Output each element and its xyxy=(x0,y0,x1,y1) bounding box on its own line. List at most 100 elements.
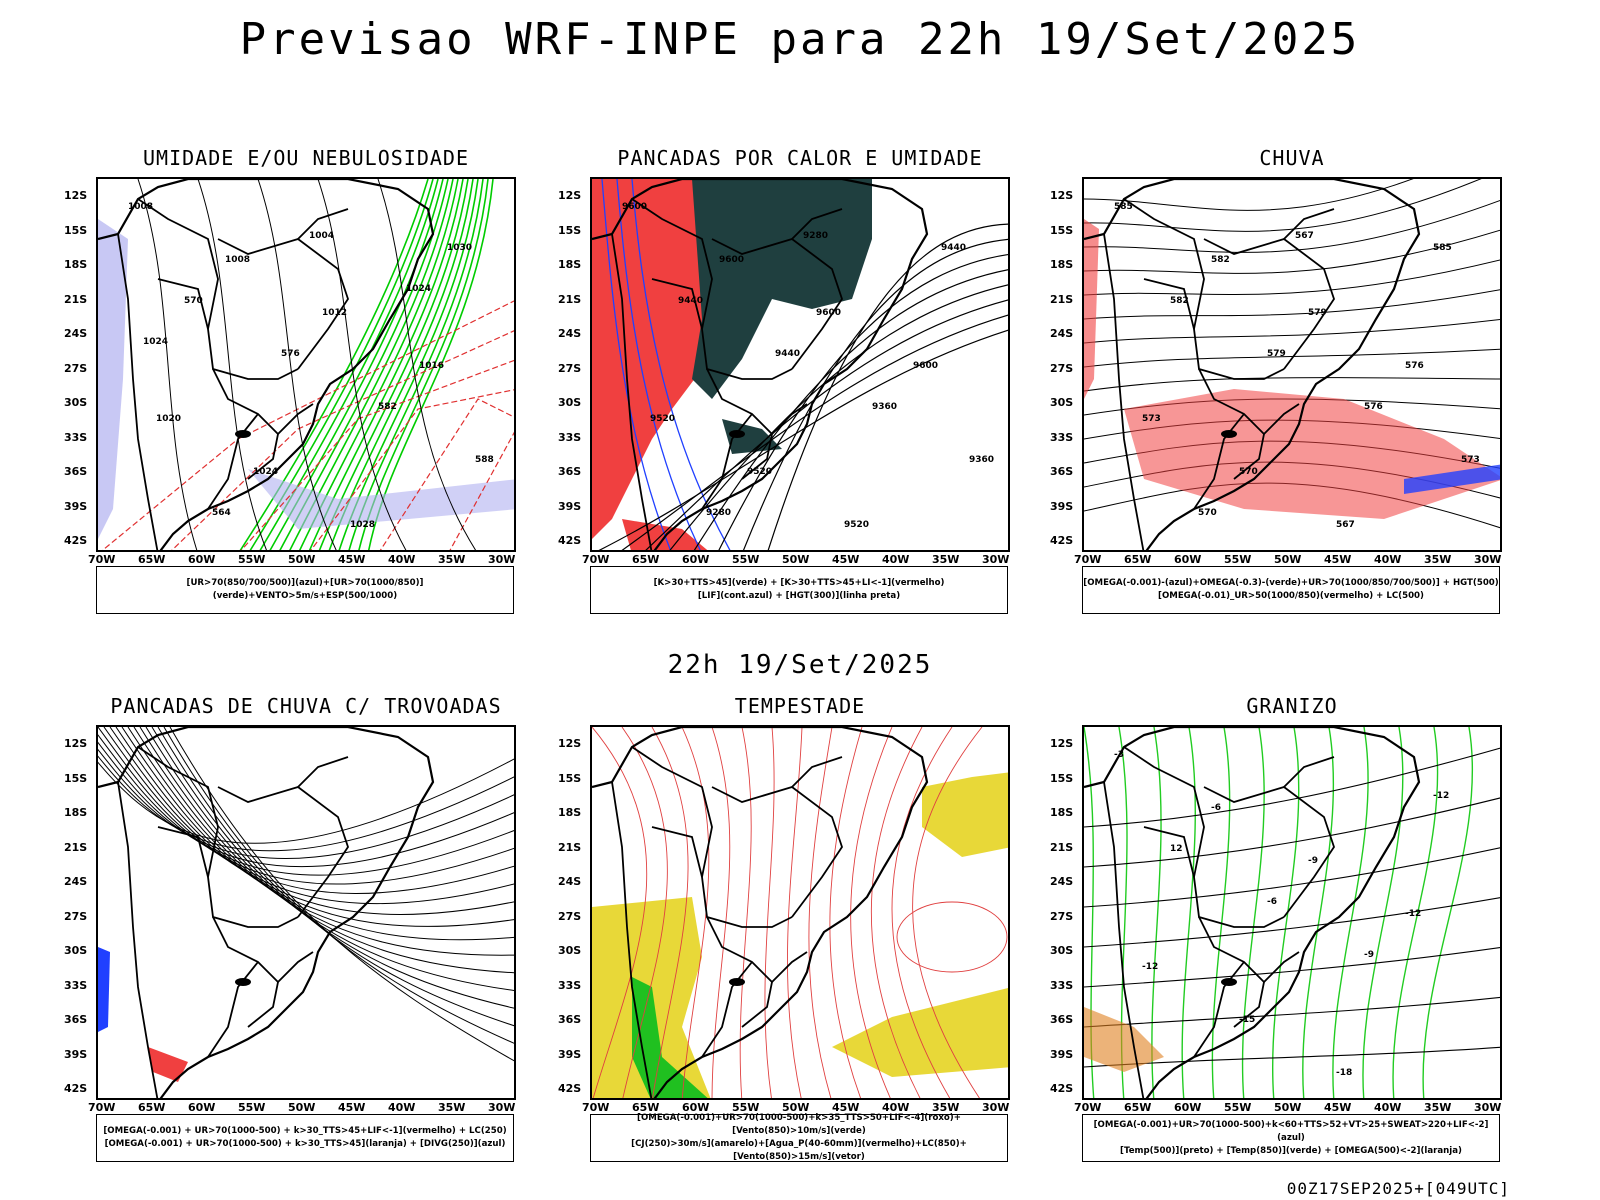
coastline xyxy=(1084,179,1421,550)
lake xyxy=(235,978,251,986)
coastline xyxy=(592,727,929,1098)
hgt500-contour xyxy=(1084,318,1500,344)
contour-label: 570 xyxy=(1198,508,1217,518)
lon-tick-label: 40W xyxy=(388,553,416,566)
lat-tick-label: 12S xyxy=(64,737,88,750)
temp850-contour xyxy=(1422,727,1474,1098)
lat-tick-label: 24S xyxy=(1050,327,1074,340)
divergence-blue-area xyxy=(98,947,110,1032)
streamline xyxy=(145,727,514,991)
contour-label: -15 xyxy=(1239,1015,1255,1025)
lat-tick-label: 39S xyxy=(1050,1047,1074,1061)
contour-label: 9440 xyxy=(775,349,800,359)
legend-box: [UR>70(850/700/500)](azul)+[UR>70(1000/8… xyxy=(96,566,514,614)
lon-tick-label: 45W xyxy=(338,1101,366,1114)
lat-tick-label: 15S xyxy=(64,771,88,785)
country-border xyxy=(207,961,259,1058)
wind-green-area xyxy=(632,977,708,1098)
contour-label: -9 xyxy=(1364,950,1374,960)
lon-tick-label: 35W xyxy=(438,553,466,566)
lon-tick-label: 70W xyxy=(88,1101,116,1114)
country-border xyxy=(1198,368,1265,480)
temp500-contour xyxy=(1084,847,1500,908)
contour-label: 576 xyxy=(281,349,300,359)
lat-tick-label: 24S xyxy=(64,875,88,888)
hgt300-contour xyxy=(598,329,1008,550)
country-border xyxy=(297,756,349,788)
lon-tick-label: 65W xyxy=(1124,1101,1152,1114)
country-border xyxy=(1283,756,1335,788)
country-border xyxy=(1123,746,1285,928)
map-panel: -3 -6 -9 -12 -12 -15 -18 -12 12 -6 -9 xyxy=(1082,725,1502,1100)
legend-box: [K>30+TTS>45](verde) + [K>30+TTS>45+LI<-… xyxy=(590,566,1008,614)
lat-tick-label: 18S xyxy=(64,806,88,819)
lat-tick-label: 12S xyxy=(64,189,88,202)
legend-box: [OMEGA(-0.001) + UR>70(1000-500) + k>30_… xyxy=(96,1114,514,1162)
pressure-contour xyxy=(257,179,337,550)
contour-label: 579 xyxy=(1267,349,1286,359)
lon-tick-label: 55W xyxy=(238,1101,266,1114)
lon-tick-label: 50W xyxy=(782,1101,810,1114)
thickness-contour xyxy=(240,359,514,550)
temp850-contour xyxy=(1151,727,1162,1098)
contour-label: 582 xyxy=(1211,255,1230,265)
lat-tick-label: 36S xyxy=(1050,465,1074,478)
lat-tick-label: 12S xyxy=(1050,189,1074,202)
legend-line: [LIF](cont.azul) + [HGT(300)](linha pret… xyxy=(697,591,901,601)
contour-label: 579 xyxy=(1308,308,1327,318)
lat-tick-label: 42S xyxy=(1050,534,1074,547)
lon-tick-label: 35W xyxy=(438,1101,466,1114)
legend-box: [OMEGA(-0.001)+UR>70(1000-500)+k<60+TTS>… xyxy=(1082,1114,1500,1162)
lat-tick-label: 36S xyxy=(558,1013,582,1026)
country-border xyxy=(217,238,349,370)
contour-label: 1008 xyxy=(128,202,153,212)
lon-tick-label: 55W xyxy=(732,553,760,566)
lon-tick-label: 35W xyxy=(932,1101,960,1114)
page-title: Previsao WRF-INPE para 22h 19/Set/2025 xyxy=(239,14,1361,65)
lon-tick-label: 55W xyxy=(238,553,266,566)
contour-label: 12 xyxy=(1170,844,1183,854)
lon-tick-label: 60W xyxy=(1174,1101,1202,1114)
run-timestamp: 00Z17SEP2025+[049UTC] xyxy=(1286,1179,1510,1198)
map-panel xyxy=(96,725,516,1100)
storm-red-area xyxy=(148,1047,188,1082)
lon-tick-label: 30W xyxy=(488,1101,516,1114)
lat-tick-label: 18S xyxy=(64,258,88,271)
streamline-red xyxy=(891,727,953,1098)
map-panel xyxy=(590,725,1010,1100)
country-border xyxy=(791,208,843,240)
lat-tick-label: 21S xyxy=(64,840,88,854)
streamline-red xyxy=(829,727,863,1098)
lon-tick-label: 65W xyxy=(632,1101,660,1114)
lat-tick-label: 30S xyxy=(558,944,582,957)
lat-tick-label: 27S xyxy=(1050,909,1074,923)
country-border xyxy=(1203,238,1335,370)
country-border xyxy=(771,951,808,983)
lat-tick-label: 27S xyxy=(1050,361,1074,375)
lat-tick-label: 12S xyxy=(558,737,582,750)
temp850-contour xyxy=(1392,727,1439,1098)
hgt300-contour xyxy=(742,238,1008,550)
lon-tick-label: 60W xyxy=(1174,553,1202,566)
legend-box: [OMEGA(-0.001)+UR>70(1000-500)+k>35_TTS>… xyxy=(590,1113,1008,1162)
contour-label: -3 xyxy=(1114,750,1124,760)
legend-line: [OMEGA(-0.001)+UR>70(1000-500)+k>35_TTS>… xyxy=(637,1113,961,1136)
contour-label: -6 xyxy=(1267,897,1277,907)
lon-tick-label: 30W xyxy=(1474,1101,1502,1114)
pressure-contour xyxy=(197,179,268,550)
contour-label: 570 xyxy=(184,296,203,306)
temp850-contour xyxy=(1332,727,1369,1098)
legend-line: [OMEGA(-0.01)_UR>50(1000/850)(vermelho) … xyxy=(1158,591,1424,601)
thickness-contour xyxy=(379,398,514,550)
contour-label: 9280 xyxy=(803,231,828,241)
contour-label: 576 xyxy=(1405,361,1424,371)
lon-tick-label: 35W xyxy=(1424,553,1452,566)
lon-tick-label: 40W xyxy=(1374,1101,1402,1114)
contour-label: 1024 xyxy=(143,337,168,347)
lon-tick-label: 60W xyxy=(188,553,216,566)
streamline-red xyxy=(850,727,893,1098)
panel-title: CHUVA xyxy=(1259,146,1325,170)
lat-tick-label: 21S xyxy=(558,292,582,306)
streamline xyxy=(109,727,514,905)
contour-label: -18 xyxy=(1336,1068,1352,1078)
